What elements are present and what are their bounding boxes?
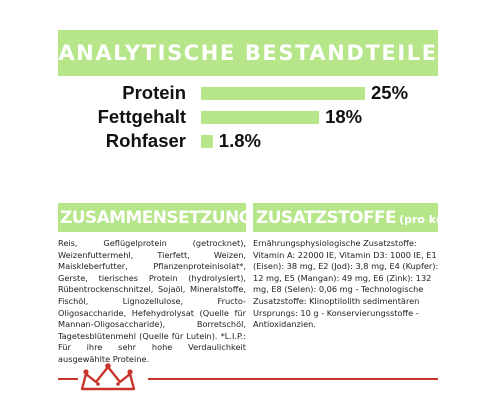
composition-heading-bar: ZUSAMMENSETZUNG [58, 203, 246, 232]
footer-line-right [148, 378, 438, 380]
additives-heading: ZUSATZSTOFFE [256, 207, 397, 228]
crown-icon [80, 363, 136, 391]
footer-line-left [58, 378, 78, 380]
analysis-banner: ANALYTISCHE BESTANDTEILE [58, 30, 438, 76]
bar [201, 111, 320, 124]
bar [201, 135, 213, 148]
composition-heading: ZUSAMMENSETZUNG [60, 207, 246, 228]
additives-text: Ernährungsphysiologische Zusatzstoffe: V… [253, 238, 439, 330]
value-label: 1.8% [219, 130, 261, 151]
additives-heading-bar: ZUSATZSTOFFE (pro kg) [253, 203, 438, 232]
category-label: Rohfaser [106, 130, 186, 151]
value-label: 18% [325, 106, 362, 127]
composition-text: Reis, Geflügelprotein (getrocknet), Weiz… [58, 238, 246, 364]
value-label: 25% [371, 82, 408, 103]
banner-title: ANALYTISCHE BESTANDTEILE [58, 41, 438, 65]
additives-unit: (pro kg) [399, 212, 438, 226]
category-label: Protein [122, 82, 186, 103]
bar [201, 87, 365, 100]
category-label: Fettgehalt [98, 106, 186, 127]
